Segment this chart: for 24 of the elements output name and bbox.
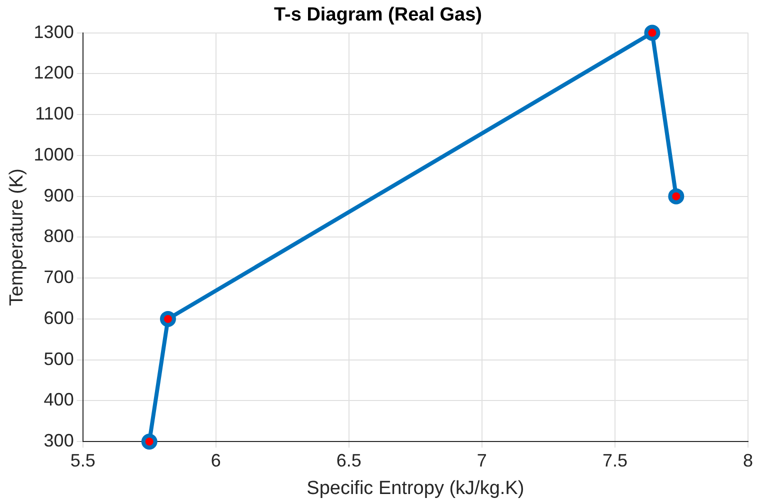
- x-axis-title: Specific Entropy (kJ/kg.K): [306, 478, 524, 499]
- x-tick-label: 7.5: [602, 450, 628, 470]
- x-tick-label: 5.5: [70, 450, 96, 470]
- y-tick-label: 700: [44, 267, 74, 288]
- y-tick-label: 1000: [34, 144, 74, 164]
- chart-title: T-s Diagram (Real Gas): [274, 4, 482, 26]
- x-tick-label: 7: [476, 450, 487, 470]
- point: [644, 24, 660, 41]
- y-tick-label: 600: [44, 308, 74, 328]
- y-tick-label: 1100: [35, 104, 74, 124]
- point: [160, 310, 176, 327]
- y-tick-label: 300: [44, 430, 74, 451]
- y-axis-title: Temperature (K): [6, 168, 28, 306]
- y-tick-label: 400: [44, 390, 74, 410]
- y-tick-label: 1300: [34, 22, 74, 42]
- x-tick-label: 8: [742, 450, 754, 470]
- y-tick-label: 800: [44, 226, 74, 246]
- y-tick-label: 900: [44, 185, 74, 206]
- point: [668, 188, 684, 204]
- y-tick-label: 500: [44, 348, 74, 369]
- point: [141, 434, 158, 450]
- x-tick-label: 6: [210, 450, 221, 470]
- x-tick-label: 6.5: [336, 450, 362, 470]
- y-tick-label: 1200: [34, 62, 74, 83]
